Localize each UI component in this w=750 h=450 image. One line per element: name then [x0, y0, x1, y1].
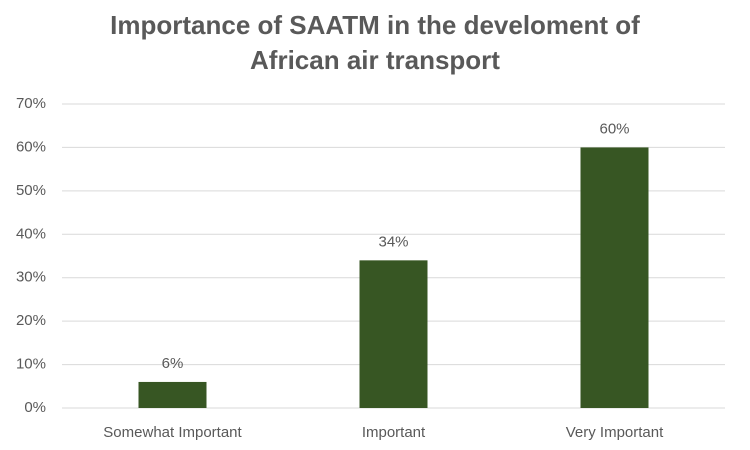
bar — [138, 381, 207, 408]
data-label: 60% — [599, 120, 629, 137]
x-tick-label: Somewhat Important — [103, 424, 242, 441]
y-tick-label: 40% — [16, 225, 46, 242]
data-label: 6% — [162, 355, 184, 372]
y-tick-label: 10% — [16, 356, 46, 373]
y-tick-label: 20% — [16, 312, 46, 329]
data-label: 34% — [378, 233, 408, 250]
y-tick-label: 70% — [16, 95, 46, 112]
x-tick-label: Important — [362, 424, 426, 441]
bar — [359, 260, 428, 408]
x-tick-label: Very Important — [566, 424, 664, 441]
y-tick-label: 30% — [16, 269, 46, 286]
y-tick-label: 0% — [24, 399, 46, 416]
bar — [580, 147, 649, 408]
y-tick-label: 50% — [16, 182, 46, 199]
y-tick-label: 60% — [16, 138, 46, 155]
chart-title: Importance of SAATM in the develoment of… — [110, 10, 640, 75]
